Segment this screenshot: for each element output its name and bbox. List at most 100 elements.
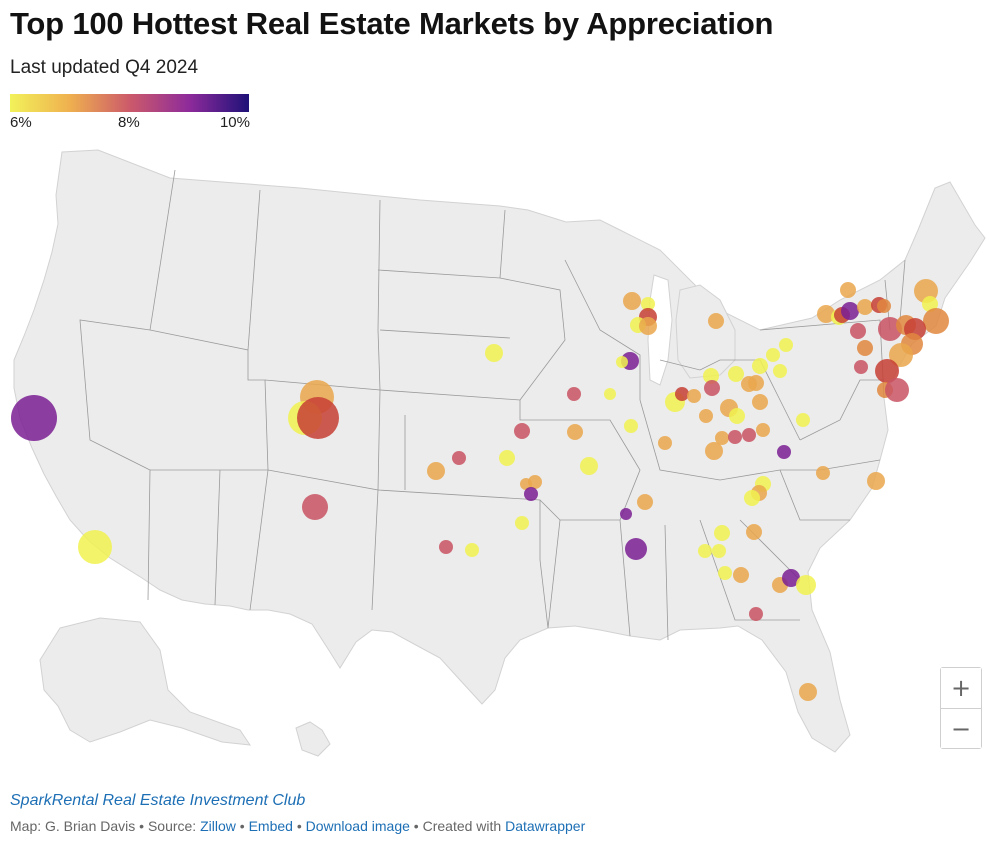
- market-circle[interactable]: [623, 292, 641, 310]
- market-circle[interactable]: [773, 364, 787, 378]
- market-circle[interactable]: [729, 408, 745, 424]
- color-legend: 6% 8% 10%: [10, 94, 250, 134]
- market-circle[interactable]: [756, 423, 770, 437]
- market-circle[interactable]: [637, 494, 653, 510]
- legend-label-max: 10%: [219, 114, 250, 131]
- market-circle[interactable]: [878, 317, 902, 341]
- market-circle[interactable]: [752, 358, 768, 374]
- datawrapper-link[interactable]: Datawrapper: [505, 818, 586, 834]
- market-circle[interactable]: [715, 431, 729, 445]
- market-circle[interactable]: [712, 544, 726, 558]
- market-circle[interactable]: [625, 538, 647, 560]
- market-circle[interactable]: [703, 368, 719, 384]
- separator: •: [139, 818, 145, 834]
- market-circle[interactable]: [580, 457, 598, 475]
- market-circle[interactable]: [817, 305, 835, 323]
- map-area[interactable]: [0, 140, 1000, 770]
- market-circle[interactable]: [616, 356, 628, 368]
- market-circle[interactable]: [675, 387, 689, 401]
- market-circle[interactable]: [885, 378, 909, 402]
- market-circle[interactable]: [499, 450, 515, 466]
- market-circle[interactable]: [744, 490, 760, 506]
- market-circle[interactable]: [733, 567, 749, 583]
- market-circle[interactable]: [857, 340, 873, 356]
- market-circle[interactable]: [766, 348, 780, 362]
- market-circle[interactable]: [867, 472, 885, 490]
- download-image-link[interactable]: Download image: [305, 818, 410, 834]
- market-circle[interactable]: [746, 524, 762, 540]
- legend-label-min: 6%: [10, 114, 32, 131]
- market-circle[interactable]: [889, 343, 913, 367]
- market-circle[interactable]: [779, 338, 793, 352]
- market-circle[interactable]: [728, 366, 744, 382]
- market-circle[interactable]: [714, 525, 730, 541]
- market-circle[interactable]: [796, 413, 810, 427]
- market-circle[interactable]: [854, 360, 868, 374]
- market-circle[interactable]: [857, 299, 873, 315]
- market-circle[interactable]: [658, 436, 672, 450]
- market-circle[interactable]: [705, 442, 723, 460]
- market-circle[interactable]: [841, 302, 859, 320]
- zoom-in-button[interactable]: +: [941, 668, 981, 708]
- market-circle[interactable]: [302, 494, 328, 520]
- market-circle[interactable]: [877, 299, 891, 313]
- zoom-controls: + −: [940, 667, 982, 749]
- market-circle[interactable]: [515, 516, 529, 530]
- market-circle[interactable]: [782, 569, 800, 587]
- created-prefix: Created with: [422, 818, 502, 834]
- market-circle[interactable]: [524, 487, 538, 501]
- market-circle[interactable]: [875, 359, 899, 383]
- zoom-out-button[interactable]: −: [941, 708, 981, 748]
- source-prefix: Source:: [147, 818, 197, 834]
- market-circle[interactable]: [439, 540, 453, 554]
- source-link[interactable]: Zillow: [200, 818, 236, 834]
- market-circle[interactable]: [567, 387, 581, 401]
- legend-gradient-bar: [10, 94, 249, 112]
- alaska-outline: [39, 617, 252, 746]
- market-circle[interactable]: [923, 308, 949, 334]
- market-circle[interactable]: [297, 397, 339, 439]
- market-circle[interactable]: [922, 296, 938, 312]
- market-circle[interactable]: [796, 575, 816, 595]
- market-circle[interactable]: [699, 409, 713, 423]
- market-circle[interactable]: [816, 466, 830, 480]
- market-circle[interactable]: [777, 445, 791, 459]
- market-circle[interactable]: [840, 282, 856, 298]
- market-circle[interactable]: [708, 313, 724, 329]
- market-circle[interactable]: [728, 430, 742, 444]
- separator: •: [296, 818, 302, 834]
- michigan-lower: [675, 284, 736, 379]
- embed-link[interactable]: Embed: [248, 818, 293, 834]
- market-circle[interactable]: [11, 395, 57, 441]
- market-circle[interactable]: [485, 344, 503, 362]
- chart-subtitle: Last updated Q4 2024: [10, 57, 199, 78]
- market-circle[interactable]: [799, 683, 817, 701]
- market-circle[interactable]: [752, 394, 768, 410]
- market-circle[interactable]: [567, 424, 583, 440]
- market-circle[interactable]: [698, 544, 712, 558]
- market-circle[interactable]: [604, 388, 616, 400]
- market-circle[interactable]: [718, 566, 732, 580]
- market-circle[interactable]: [641, 297, 655, 311]
- market-circle[interactable]: [452, 451, 466, 465]
- market-circle[interactable]: [639, 317, 657, 335]
- attribution-club-link[interactable]: SparkRental Real Estate Investment Club: [10, 792, 306, 809]
- market-circle[interactable]: [850, 323, 866, 339]
- market-circle[interactable]: [687, 389, 701, 403]
- market-circle[interactable]: [514, 423, 530, 439]
- market-circle[interactable]: [520, 478, 532, 490]
- market-circle[interactable]: [624, 419, 638, 433]
- us-map-svg[interactable]: [0, 140, 1000, 770]
- market-circle[interactable]: [465, 543, 479, 557]
- market-circle[interactable]: [748, 375, 764, 391]
- separator: •: [239, 818, 245, 834]
- legend-labels: 6% 8% 10%: [10, 114, 250, 134]
- market-circle[interactable]: [427, 462, 445, 480]
- market-circle[interactable]: [620, 508, 632, 520]
- market-circle[interactable]: [749, 607, 763, 621]
- market-circles[interactable]: [11, 279, 949, 701]
- market-circle[interactable]: [78, 530, 112, 564]
- market-circle[interactable]: [742, 428, 756, 442]
- market-circle[interactable]: [704, 380, 720, 396]
- legend-label-mid: 8%: [118, 114, 140, 131]
